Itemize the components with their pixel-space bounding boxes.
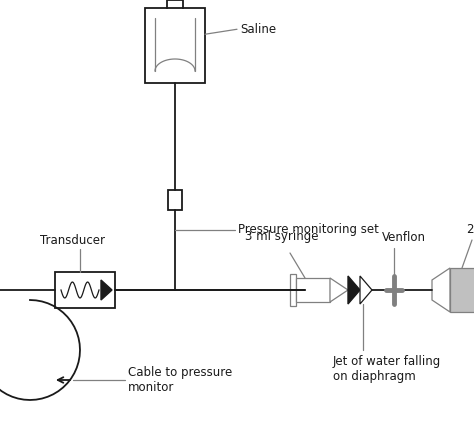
Text: Saline: Saline — [240, 23, 276, 36]
Polygon shape — [432, 268, 450, 312]
Bar — [450, 268, 474, 312]
Bar — [290, 274, 296, 306]
Polygon shape — [101, 280, 112, 300]
Text: 20 ml syringe: 20 ml syringe — [467, 223, 474, 236]
Bar — [168, 190, 182, 210]
Text: Jet of water falling
on diaphragm: Jet of water falling on diaphragm — [333, 355, 441, 383]
Text: Venflon: Venflon — [382, 231, 426, 244]
Polygon shape — [348, 276, 360, 304]
Bar — [145, 8, 205, 83]
Bar — [296, 278, 330, 302]
Polygon shape — [360, 276, 372, 304]
Text: Transducer: Transducer — [40, 234, 105, 247]
Polygon shape — [330, 278, 348, 302]
Bar — [55, 272, 115, 308]
Text: 3 ml syringe: 3 ml syringe — [245, 230, 319, 243]
Text: Pressure monitoring set: Pressure monitoring set — [238, 224, 379, 237]
Text: Cable to pressure
monitor: Cable to pressure monitor — [128, 366, 232, 394]
